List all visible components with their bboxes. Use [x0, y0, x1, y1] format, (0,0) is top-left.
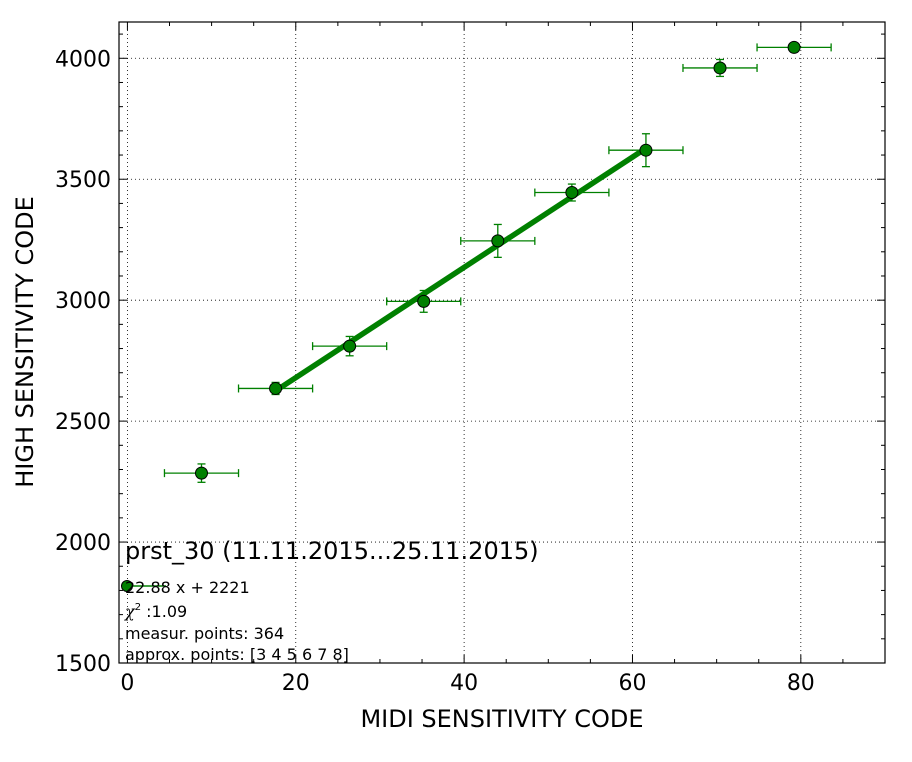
legend-fit-equation: 22.88 x + 2221 [125, 578, 250, 597]
error-bars [163, 43, 832, 483]
data-point [639, 143, 653, 157]
data-point [269, 381, 283, 395]
y-tick-label: 2500 [55, 410, 111, 435]
x-tick-label: 80 [787, 671, 815, 696]
x-tick-label: 60 [618, 671, 646, 696]
chi2-text: χ2 :1.09 [124, 602, 187, 621]
chi2-value: :1.09 [141, 602, 187, 621]
y-tick-label: 2000 [55, 531, 111, 556]
data-point [343, 339, 357, 353]
minor-ticks [119, 22, 886, 663]
y-tick-labels: 1500 2000 2500 3000 3500 4000 [55, 47, 111, 677]
annotation-title: prst_30 (11.11.2015...25.11.2015) [125, 537, 539, 565]
x-axis-label: MIDI SENSITIVITY CODE [360, 705, 643, 733]
data-point [417, 294, 431, 308]
y-tick-label: 3000 [55, 289, 111, 314]
grid-lines [119, 22, 885, 663]
x-tick-labels: 0 20 40 60 80 [120, 671, 814, 696]
x-tick-label: 0 [120, 671, 134, 696]
y-tick-label: 4000 [55, 47, 111, 72]
legend-marker [121, 580, 133, 592]
y-tick-label: 1500 [55, 652, 111, 677]
y-tick-label: 3500 [55, 168, 111, 193]
plot-frame [118, 21, 886, 664]
data-point [491, 234, 505, 248]
x-tick-label: 40 [450, 671, 478, 696]
data-point [194, 466, 208, 480]
x-tick-label: 20 [282, 671, 310, 696]
data-point [565, 186, 579, 200]
chi2-symbol: χ [124, 602, 136, 621]
data-points [194, 40, 801, 480]
data-point [787, 40, 801, 54]
data-point [713, 61, 727, 75]
y-axis-label: HIGH SENSITIVITY CODE [11, 196, 39, 488]
measur-points-text: measur. points: 364 [125, 624, 284, 643]
annotation-block: prst_30 (11.11.2015...25.11.2015) 22.88 … [121, 537, 539, 664]
fit-line-group [274, 145, 648, 394]
chi2-sup: 2 [135, 602, 141, 613]
fit-line [274, 145, 648, 394]
major-ticks [119, 22, 885, 664]
approx-points-text: approx. points: [3 4 5 6 7 8] [125, 645, 349, 664]
